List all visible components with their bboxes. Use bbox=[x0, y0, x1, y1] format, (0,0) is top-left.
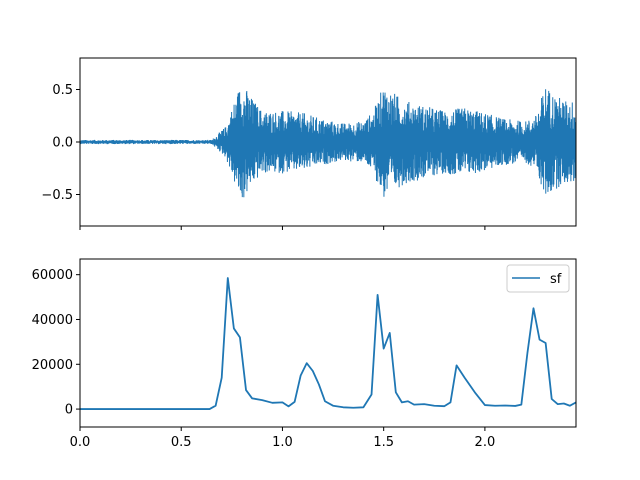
sf-axes-frame bbox=[79, 258, 577, 428]
sf-axes: 60000 40000 20000 0 0.0 0.5 1.0 1.5 2.0 bbox=[32, 258, 577, 450]
sf-x-tick-label: 0.5 bbox=[171, 435, 192, 450]
sf-y-tick-label: 60000 bbox=[32, 268, 73, 283]
waveform-y-tick-label: −0.5 bbox=[41, 188, 73, 203]
legend: sf bbox=[506, 264, 570, 293]
sf-x-tick-label: 1.5 bbox=[373, 435, 394, 450]
waveform-y-tick-label: 0.5 bbox=[52, 83, 73, 98]
waveform-series bbox=[80, 89, 576, 198]
sf-x-tick-label: 0.0 bbox=[70, 435, 91, 450]
sf-y-ticks: 60000 40000 20000 0 bbox=[32, 268, 80, 418]
sf-y-tick-label: 20000 bbox=[32, 358, 73, 373]
legend-label-sf: sf bbox=[550, 272, 562, 287]
waveform-y-ticks: 0.5 0.0 −0.5 bbox=[41, 83, 80, 203]
sf-y-tick-label: 0 bbox=[65, 403, 73, 418]
sf-series bbox=[80, 277, 576, 410]
sf-y-tick-label: 40000 bbox=[32, 313, 73, 328]
waveform-line bbox=[80, 89, 576, 198]
sf-x-ticks: 0.0 0.5 1.0 1.5 2.0 bbox=[70, 427, 496, 450]
sf-x-tick-label: 1.0 bbox=[272, 435, 293, 450]
waveform-x-ticks bbox=[79, 226, 486, 230]
sf-line bbox=[80, 277, 576, 410]
sf-x-tick-label: 2.0 bbox=[475, 435, 496, 450]
waveform-axes: 0.5 0.0 −0.5 bbox=[41, 57, 577, 230]
waveform-y-tick-label: 0.0 bbox=[52, 136, 73, 151]
